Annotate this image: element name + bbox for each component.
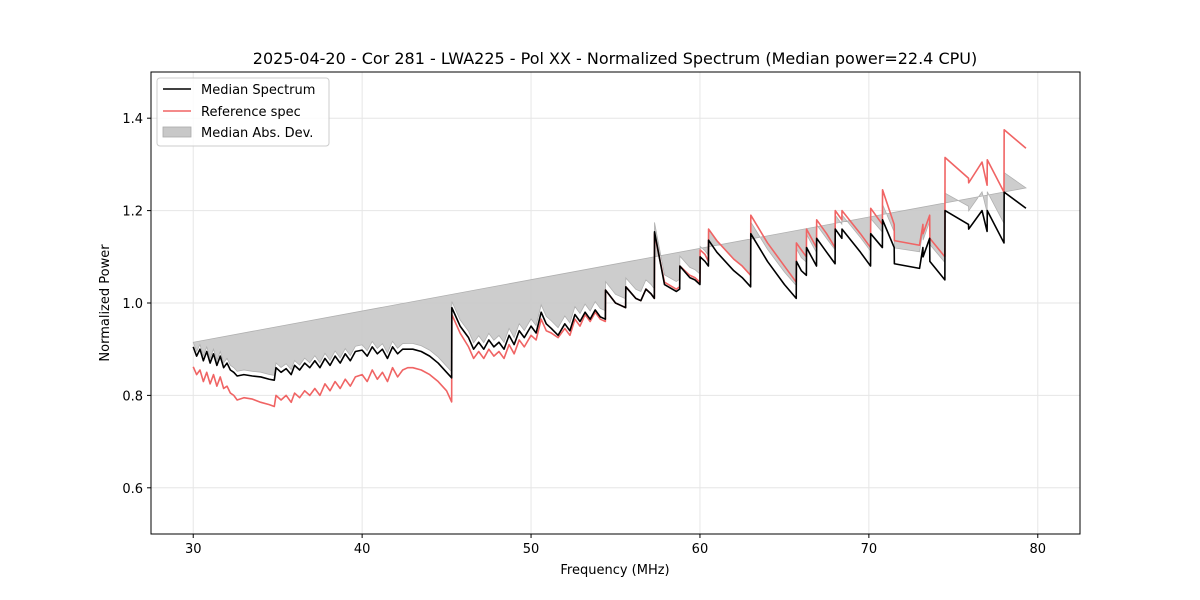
x-tick-label: 70 — [861, 542, 878, 557]
legend-box — [156, 77, 330, 147]
x-axis: 30 40 50 60 70 80 — [185, 534, 1046, 557]
x-tick-label: 30 — [185, 542, 202, 557]
legend-median-label: Median Spectrum — [201, 83, 315, 98]
y-axis-label: Normalized Power — [98, 244, 113, 362]
y-tick-label: 1.0 — [122, 297, 143, 312]
y-tick-label: 0.6 — [122, 482, 143, 497]
lines-layer — [192, 128, 1027, 408]
x-tick-label: 80 — [1029, 542, 1046, 557]
x-axis-label: Frequency (MHz) — [560, 563, 669, 578]
legend: Median Spectrum Reference spec Median Ab… — [156, 77, 330, 147]
median-spectrum-line — [192, 191, 1027, 381]
mad-band-layer — [192, 171, 1027, 376]
reference-spec-line — [192, 128, 1027, 408]
legend-mad-label: Median Abs. Dev. — [201, 126, 313, 141]
x-tick-label: 60 — [692, 542, 709, 557]
legend-mad-swatch — [162, 126, 192, 138]
mad-band — [192, 171, 1027, 376]
y-tick-label: 1.2 — [122, 205, 143, 220]
y-tick-label: 0.8 — [122, 389, 143, 404]
y-axis: 0.6 0.8 1.0 1.2 1.4 — [122, 112, 151, 497]
x-tick-label: 40 — [354, 542, 371, 557]
legend-reference-label: Reference spec — [201, 105, 301, 120]
chart-title: 2025-04-20 - Cor 281 - LWA225 - Pol XX -… — [253, 49, 977, 68]
x-tick-label: 50 — [523, 542, 540, 557]
y-tick-label: 1.4 — [122, 112, 143, 127]
